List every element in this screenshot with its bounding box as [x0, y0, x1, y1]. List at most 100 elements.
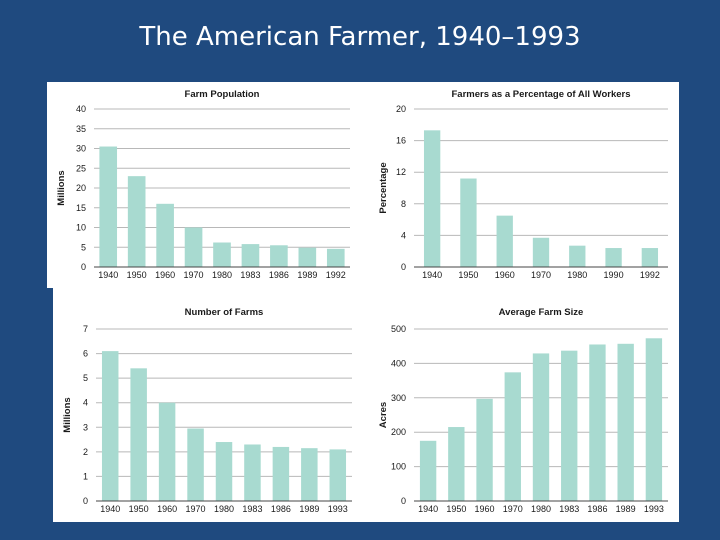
chart0-xtick-1989: 1989: [297, 270, 317, 280]
chart3-ylabel: Acres: [378, 402, 389, 428]
chart0-ytick-0: 0: [81, 262, 86, 272]
chart3-bar-1980: [532, 353, 550, 501]
chart0-bar-1989: [298, 247, 317, 267]
chart1-bar-1950: [460, 178, 477, 267]
chart3-bar-1970: [504, 372, 521, 501]
chart0-xtick-1983: 1983: [240, 270, 260, 280]
chart3-xtick-1950: 1950: [446, 504, 466, 514]
chart0-ytick-6: 30: [76, 144, 86, 154]
chart0-ytick-5: 25: [76, 163, 86, 173]
chart2-ytick-7: 7: [83, 324, 88, 334]
chart2-xtick-1940: 1940: [100, 504, 120, 514]
chart1-bar-1990: [605, 248, 622, 267]
chart2-ytick-2: 2: [83, 447, 88, 457]
chart3-ytick-3: 300: [391, 393, 406, 403]
chart3-ytick-5: 500: [391, 324, 406, 334]
chart3-xtick-1960: 1960: [475, 504, 495, 514]
chart3-bar-1940: [419, 440, 437, 501]
chart3-ytick-1: 100: [391, 462, 406, 472]
chart2-bar-1940: [101, 351, 119, 501]
chart0-ytick-3: 15: [76, 203, 86, 213]
chart1-ytick-2: 8: [401, 199, 406, 209]
chart0-xtick-1980: 1980: [212, 270, 232, 280]
chart0-bar-1970: [184, 227, 203, 267]
chart3-xtick-1940: 1940: [418, 504, 438, 514]
chart2-ytick-0: 0: [83, 496, 88, 506]
chart1-ytick-5: 20: [396, 104, 406, 114]
chart2-xtick-1960: 1960: [157, 504, 177, 514]
chart1-xtick-1990: 1990: [604, 270, 624, 280]
chart1-ytick-4: 16: [396, 136, 406, 146]
chart1-bar-1940: [423, 130, 441, 267]
chart1-xtick-1970: 1970: [531, 270, 551, 280]
chart2-bar-1970: [187, 428, 204, 501]
chart3-xtick-1980: 1980: [531, 504, 551, 514]
chart2-ytick-4: 4: [83, 398, 88, 408]
chart0-title: Farm Population: [185, 89, 260, 100]
chart0-bar-1980: [213, 242, 231, 267]
chart0-xtick-1960: 1960: [155, 270, 175, 280]
chart1-ytick-1: 4: [401, 230, 406, 240]
number-of-farms-chart: Number of Farms Millions 0 1 2 3 4 5 6 7 1940 1950 1…: [62, 307, 352, 514]
chart2-bar-1980: [215, 442, 233, 501]
chart0-xtick-1986: 1986: [269, 270, 289, 280]
chart2-ytick-6: 6: [83, 349, 88, 359]
chart2-bar-1989: [301, 448, 318, 501]
chart1-title: Farmers as a Percentage of All Workers: [452, 89, 631, 100]
chart0-ytick-2: 10: [76, 223, 86, 233]
chart2-xtick-1983: 1983: [242, 504, 262, 514]
chart3-bar-1993: [645, 338, 663, 501]
chart1-bar-1992: [641, 248, 659, 267]
chart1-bar-1960: [496, 215, 513, 267]
chart0-ytick-1: 5: [81, 242, 86, 252]
slide-title: The American Farmer, 1940–1993: [139, 22, 581, 52]
chart3-bar-1983: [561, 350, 578, 501]
farm-population-chart: Farm Population Millions 0 5 10 15 20 25 30 35 40 1…: [56, 89, 350, 280]
chart0-ytick-4: 20: [76, 183, 86, 193]
chart0-bar-1992: [326, 248, 345, 267]
average-farm-size-chart: Average Farm Size Acres 0 100 200 300 400 500 19…: [378, 307, 668, 514]
chart3-bar-1960: [476, 398, 493, 501]
chart0-bar-1950: [127, 176, 146, 267]
chart1-xtick-1980: 1980: [567, 270, 587, 280]
chart3-ytick-4: 400: [391, 358, 406, 368]
chart0-ytick-8: 40: [76, 104, 86, 114]
chart3-xtick-1986: 1986: [587, 504, 607, 514]
chart3-title: Average Farm Size: [499, 307, 584, 318]
chart2-title: Number of Farms: [185, 307, 264, 318]
chart1-bar-1980: [569, 245, 586, 267]
chart3-bar-1986: [589, 344, 606, 501]
chart1-ytick-3: 12: [396, 167, 406, 177]
chart3-xtick-1983: 1983: [559, 504, 579, 514]
chart0-xtick-1940: 1940: [98, 270, 118, 280]
chart3-bar-1989: [617, 343, 634, 501]
chart1-xtick-1940: 1940: [422, 270, 442, 280]
chart0-ytick-7: 35: [76, 124, 86, 134]
chart2-ylabel: Millions: [62, 397, 73, 432]
chart1-xtick-1950: 1950: [458, 270, 478, 280]
chart3-ytick-2: 200: [391, 427, 406, 437]
chart1-ylabel: Percentage: [378, 162, 389, 213]
chart3-bar-1950: [448, 427, 465, 501]
chart2-bar-1960: [158, 402, 176, 501]
chart0-xtick-1950: 1950: [127, 270, 147, 280]
chart2-xtick-1993: 1993: [328, 504, 348, 514]
chart2-bar-1983: [244, 444, 261, 501]
chart0-bar-1940: [99, 146, 118, 267]
chart2-xtick-1986: 1986: [271, 504, 291, 514]
chart1-bar-1970: [532, 237, 550, 267]
chart2-xtick-1989: 1989: [299, 504, 319, 514]
chart3-ytick-0: 0: [401, 496, 406, 506]
chart1-xtick-1960: 1960: [495, 270, 515, 280]
chart2-xtick-1950: 1950: [129, 504, 149, 514]
chart2-xtick-1970: 1970: [186, 504, 206, 514]
chart2-bar-1950: [130, 368, 147, 501]
chart3-xtick-1993: 1993: [644, 504, 664, 514]
chart1-xtick-1992: 1992: [640, 270, 660, 280]
chart2-bar-1993: [329, 449, 347, 501]
chart2-bar-1986: [272, 446, 290, 501]
chart1-ytick-0: 0: [401, 262, 406, 272]
chart0-bar-1960: [156, 203, 174, 267]
chart2-ytick-3: 3: [83, 422, 88, 432]
chart2-xtick-1980: 1980: [214, 504, 234, 514]
